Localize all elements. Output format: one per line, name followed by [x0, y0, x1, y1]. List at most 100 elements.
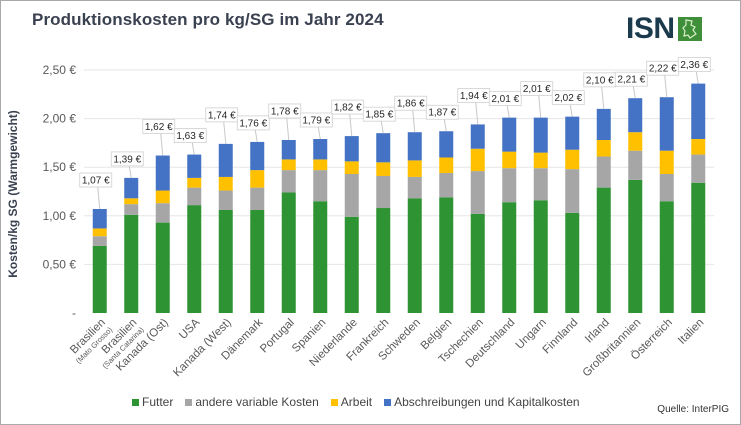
data-label-total: 2,21 €: [617, 75, 645, 86]
data-label-box: [142, 119, 176, 134]
bar-segment-abschreibungen-und-kapitalkosten: [628, 98, 643, 133]
bar-segment-arbeit: [155, 190, 170, 204]
legend-item-abschreibungen: Abschreibungen und Kapitalkosten: [384, 395, 580, 409]
data-label-box: [677, 57, 711, 73]
bar-segment-futter: [281, 192, 296, 313]
y-tick-label: 0,50 €: [43, 257, 77, 271]
data-label-total: 1,94 €: [460, 91, 488, 102]
bar-segment-abschreibungen-und-kapitalkosten: [533, 117, 548, 153]
bar-segment-andere-variable-kosten: [502, 168, 517, 203]
y-tick-label: -: [72, 306, 76, 320]
data-label-box: [79, 172, 113, 188]
data-label-box: [488, 91, 522, 107]
logo-text: ISN: [626, 12, 675, 45]
y-tick-label: 2,00 €: [43, 112, 77, 126]
legend-label: Arbeit: [340, 395, 373, 409]
data-label-leader: [538, 95, 542, 118]
germany-map-outline: [681, 19, 697, 39]
data-label-total: 1,39 €: [113, 154, 141, 165]
data-label-leader: [191, 142, 195, 155]
data-label-leader: [223, 121, 227, 144]
data-label-total: 2,22 €: [649, 64, 677, 75]
legend-label: andere variable Kosten: [195, 395, 319, 409]
data-label-leader: [506, 105, 510, 118]
data-label-leader: [632, 86, 636, 99]
bar-segment-futter: [628, 179, 643, 313]
x-tick-label: Italien: [676, 317, 706, 347]
bar-segment-abschreibungen-und-kapitalkosten: [313, 139, 328, 160]
legend: Futter andere variable Kosten Arbeit Abs…: [132, 395, 580, 409]
data-label-leader: [286, 117, 290, 141]
bar-segment-arbeit: [470, 148, 485, 172]
bar-segment-andere-variable-kosten: [565, 169, 580, 213]
bar-segment-abschreibungen-und-kapitalkosten: [92, 208, 107, 229]
y-tick-label: 1,50 €: [43, 160, 77, 174]
bar-segment-arbeit: [344, 161, 359, 175]
bar-segment-andere-variable-kosten: [659, 174, 674, 202]
germany-map-icon: [677, 17, 702, 41]
data-label-box: [425, 104, 459, 120]
bar-segment-futter: [344, 216, 359, 313]
legend-swatch-futter: [132, 398, 139, 406]
legend-item-arbeit: Arbeit: [330, 395, 373, 409]
data-label-total: 2,10 €: [586, 75, 614, 86]
bar-segment-futter: [691, 182, 706, 313]
data-label-box: [173, 128, 207, 143]
bar-segment-arbeit: [659, 150, 674, 175]
data-label-total: 1,85 €: [365, 110, 393, 121]
x-tick-label: Finnland: [541, 317, 581, 357]
legend-swatch-andere-variable-kosten: [185, 398, 193, 406]
data-label-total: 2,36 €: [680, 60, 708, 71]
bar-segment-andere-variable-kosten: [376, 175, 391, 209]
legend-item-andere-variable-kosten: andere variable Kosten: [185, 395, 319, 409]
y-tick-label: 1,00 €: [43, 209, 77, 223]
data-label-total: 1,86 €: [397, 99, 425, 110]
bar-segment-futter: [376, 208, 391, 313]
data-label-leader: [412, 110, 416, 133]
bar-segment-abschreibungen-und-kapitalkosten: [691, 83, 706, 140]
data-label-box: [268, 103, 302, 119]
bar-segment-arbeit: [281, 159, 296, 171]
data-label-total: 1,63 €: [176, 131, 204, 142]
bar-segment-arbeit: [565, 149, 580, 170]
bar-segment-andere-variable-kosten: [250, 187, 265, 210]
data-label-box: [236, 115, 270, 131]
x-tick-label-group: Finnland: [541, 317, 581, 357]
bar-segment-futter: [313, 201, 328, 313]
bar-segment-abschreibungen-und-kapitalkosten: [376, 133, 391, 163]
bar-segment-abschreibungen-und-kapitalkosten: [344, 136, 359, 162]
data-label-box: [394, 95, 428, 111]
data-label-total: 1,07 €: [82, 175, 110, 186]
bar-segment-abschreibungen-und-kapitalkosten: [439, 131, 454, 158]
bar-segment-arbeit: [124, 198, 139, 205]
bar-segment-andere-variable-kosten: [92, 236, 107, 246]
bar-segment-andere-variable-kosten: [313, 170, 328, 202]
data-label-leader: [160, 133, 164, 156]
bar-segment-abschreibungen-und-kapitalkosten: [155, 155, 170, 191]
x-tick-label: Irland: [583, 317, 612, 346]
data-label-box: [110, 151, 144, 167]
data-label-total: 1,82 €: [334, 103, 362, 114]
data-label-total: 1,76 €: [239, 118, 267, 129]
bar-segment-arbeit: [250, 170, 265, 188]
data-label-box: [614, 71, 648, 87]
bar-segment-futter: [565, 212, 580, 313]
bar-segment-andere-variable-kosten: [628, 150, 643, 180]
bar-segment-andere-variable-kosten: [596, 156, 611, 188]
bar-segment-andere-variable-kosten: [124, 204, 139, 215]
bar-segment-futter: [218, 209, 233, 313]
bar-segment-futter: [596, 187, 611, 313]
bar-segment-abschreibungen-und-kapitalkosten: [250, 141, 265, 171]
bar-segment-arbeit: [533, 152, 548, 169]
legend-label: Futter: [142, 395, 174, 409]
data-label-box: [520, 81, 554, 97]
bar-segment-futter: [124, 214, 139, 313]
data-label-total: 1,79 €: [302, 116, 330, 127]
bar-segment-andere-variable-kosten: [470, 171, 485, 214]
bar-segment-abschreibungen-und-kapitalkosten: [659, 97, 674, 151]
data-label-leader: [664, 75, 668, 98]
bar-segment-andere-variable-kosten: [281, 170, 296, 193]
bar-segment-abschreibungen-und-kapitalkosten: [502, 117, 517, 152]
data-label-total: 2,01 €: [491, 94, 519, 105]
